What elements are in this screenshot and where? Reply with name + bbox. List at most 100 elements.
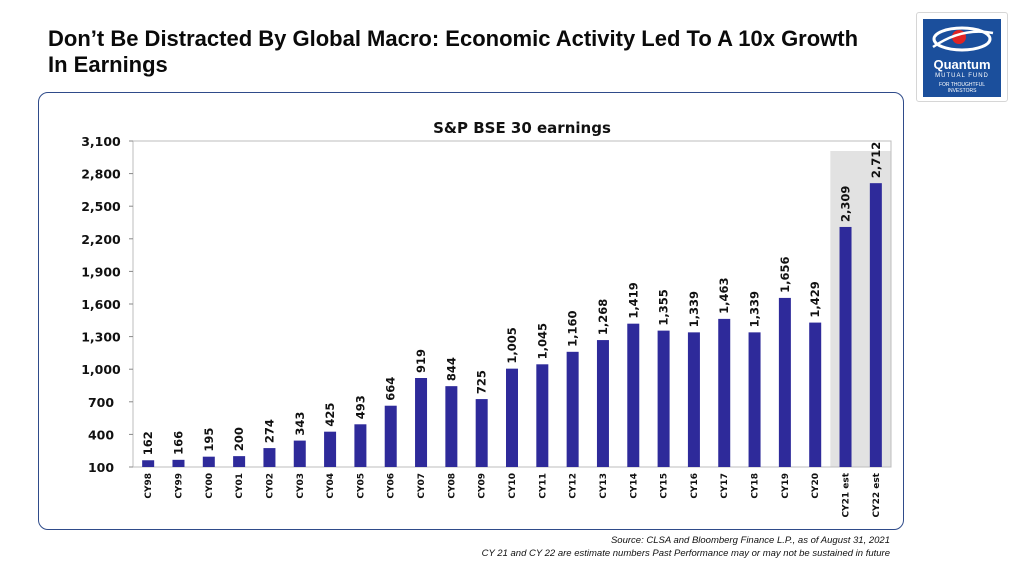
x-tick-label: CY01 [235,473,245,499]
data-label: 1,339 [748,291,762,327]
y-tick-label: 3,100 [81,134,121,149]
logo-tagline-line-2: INVESTORS [947,88,977,94]
logo-tagline-line-1: FOR THOUGHTFUL [938,82,986,88]
x-tick-label: CY06 [387,473,397,499]
data-label: 1,419 [626,282,640,318]
data-label: 2,712 [869,142,883,178]
x-tick-label: CY04 [326,473,336,499]
earnings-bar-chart: S&P BSE 30 earnings 100 400 700 1,000 1,300 1,… [81,119,892,518]
x-tick-label: CY17 [720,473,730,499]
data-label: 844 [444,357,458,381]
x-tick-label: CY15 [660,473,670,499]
data-label: 162 [141,431,155,455]
data-label: 1,429 [808,281,822,317]
data-label: 425 [323,403,337,427]
bar [596,340,609,467]
x-tick-label: CY12 [569,473,579,499]
page-title: Don’t Be Distracted By Global Macro: Eco… [48,26,859,77]
y-tick-label: 2,500 [81,199,121,214]
x-tick-label: CY99 [174,473,184,499]
y-tick-label: 400 [88,427,114,442]
x-tick-label: CY98 [144,473,154,499]
source-note: Source: CLSA and Bloomberg Finance L.P.,… [610,535,890,546]
x-tick-label: CY22 est [872,472,882,517]
y-tick-label: 1,300 [81,330,121,345]
x-tick-label: CY07 [417,473,427,499]
y-tick-label: 1,600 [81,297,121,312]
data-label: 1,160 [566,310,580,346]
bar [354,424,367,467]
data-label: 2,309 [839,186,853,222]
y-tick-label: 2,200 [81,232,121,247]
estimate-disclaimer: CY 21 and CY 22 are estimate numbers Pas… [481,548,890,559]
data-label: 343 [293,412,307,436]
bar [657,330,670,467]
x-tick-label: CY20 [811,473,821,499]
x-tick-label: CY18 [751,473,761,499]
data-label: 195 [202,428,216,452]
data-label: 725 [475,370,489,394]
bar [172,459,185,467]
bar [324,431,337,467]
data-label: 200 [232,427,246,451]
y-tick-label: 2,800 [81,167,121,182]
x-tick-label: CY11 [538,473,548,499]
x-tick-label: CY21 est [842,472,852,517]
bar [293,440,306,467]
x-tick-label: CY19 [781,473,791,499]
quantum-logo: Quantum MUTUAL FUND FOR THOUGHTFUL INVES… [916,12,1008,102]
data-label: 1,339 [687,291,701,327]
x-tick-label: CY14 [629,473,639,499]
bar [748,332,761,467]
x-tick-label: CY13 [599,473,609,499]
x-tick-label: CY08 [447,473,457,499]
logo-tagline: FOR THOUGHTFUL INVESTORS [923,82,1001,94]
data-label: 1,355 [657,289,671,325]
data-label: 1,005 [505,327,519,363]
chart-panel: S&P BSE 30 earnings 100 400 700 1,000 1,300 1,… [38,92,904,530]
bar [809,322,822,467]
data-label: 1,656 [778,257,792,293]
x-tick-label: CY05 [356,473,366,499]
data-label: 166 [171,431,185,455]
y-tick-label: 700 [88,395,114,410]
data-label: 493 [353,395,367,419]
bar [384,405,397,467]
data-label: 1,268 [596,299,610,335]
x-tick-label: CY16 [690,473,700,499]
bar [566,351,579,467]
chart-title: S&P BSE 30 earnings [433,119,611,137]
logo-brand: Quantum [933,57,991,72]
data-label: 1,463 [717,277,731,313]
x-tick-label: CY00 [205,473,215,499]
bar [475,399,488,467]
data-label: 664 [384,377,398,401]
x-tick-label: CY09 [478,473,488,499]
data-label: 919 [414,349,428,373]
data-label: 274 [262,419,276,443]
bar [687,332,700,467]
x-tick-label: CY02 [265,473,275,499]
x-tick-label: CY10 [508,473,518,499]
bar [445,386,458,467]
bar [778,297,791,467]
bar [202,456,215,467]
data-label: 1,045 [535,323,549,359]
logo-swoosh-icon [932,26,994,52]
bar [869,183,882,467]
bar [536,364,549,467]
logo-mark: Quantum MUTUAL FUND FOR THOUGHTFUL INVES… [923,19,1001,97]
bar [233,456,246,467]
bar [142,460,155,467]
y-tick-label: 1,900 [81,264,121,279]
y-tick-label: 100 [88,460,114,475]
bar [839,226,852,467]
x-tick-label: CY03 [296,473,306,499]
bar [627,323,640,467]
y-tick-label: 1,000 [81,362,121,377]
bar [415,378,428,467]
logo-subtitle: MUTUAL FUND [935,73,989,79]
bar [718,318,731,467]
bar [263,448,276,467]
bar [506,368,518,467]
